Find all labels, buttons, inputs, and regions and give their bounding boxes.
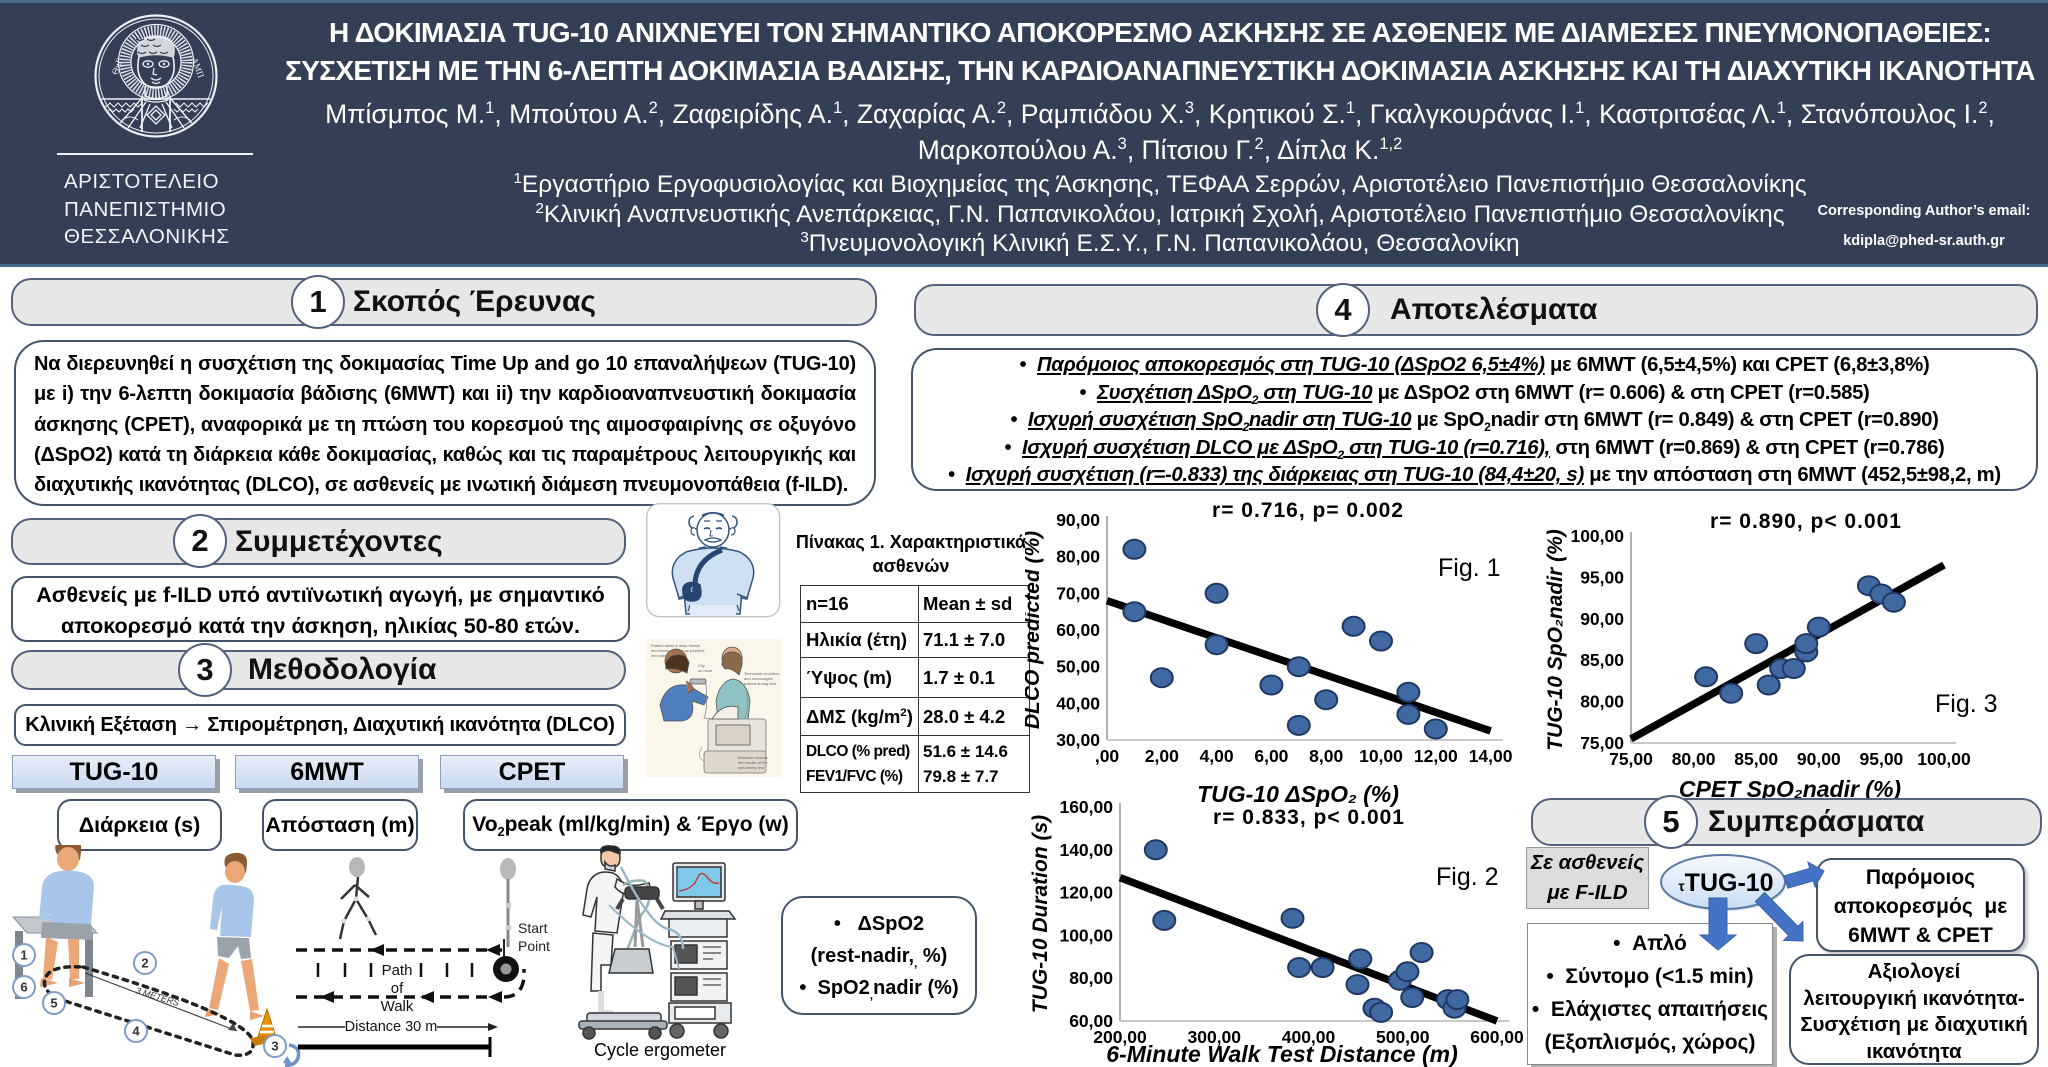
svg-text:Fig. 3: Fig. 3 xyxy=(1935,690,1998,718)
svg-text:Technician monitors: Technician monitors xyxy=(744,671,779,676)
svg-text:Fig. 2: Fig. 2 xyxy=(1436,863,1499,891)
svg-text:80,00: 80,00 xyxy=(1580,692,1624,712)
svg-text:ΑΜΠ: ΑΜΠ xyxy=(190,56,207,80)
svg-text:90,00: 90,00 xyxy=(1580,609,1624,629)
svg-text:160,00: 160,00 xyxy=(1059,797,1113,817)
svg-text:60,00: 60,00 xyxy=(1069,1011,1113,1031)
svg-text:3 METERS: 3 METERS xyxy=(134,985,180,1008)
svg-text:Start: Start xyxy=(518,920,548,936)
svg-text:600,00: 600,00 xyxy=(1470,1027,1524,1047)
svg-text:100,00: 100,00 xyxy=(1059,925,1113,945)
svg-text:3: 3 xyxy=(271,1039,278,1054)
svg-text:6,00: 6,00 xyxy=(1254,746,1288,766)
svg-text:r= 0.716, p= 0.002: r= 0.716, p= 0.002 xyxy=(1212,500,1404,522)
svg-text:TUG-10 ΔSpO₂ (%): TUG-10 ΔSpO₂ (%) xyxy=(1197,781,1399,807)
svg-text:τTUG-10: τTUG-10 xyxy=(1678,869,1773,897)
svg-text:4: 4 xyxy=(132,1024,140,1039)
svg-text:on nose: on nose xyxy=(698,668,713,673)
svg-text:Patient takes a deep breath: Patient takes a deep breath xyxy=(651,643,700,648)
svg-text:85,00: 85,00 xyxy=(1580,650,1624,670)
svg-text:Path: Path xyxy=(382,962,413,979)
svg-text:300,00: 300,00 xyxy=(1187,1027,1241,1047)
svg-text:TUG-10 SpO₂nadir (%): TUG-10 SpO₂nadir (%) xyxy=(1545,529,1567,751)
svg-text:r= 0.833, p< 0.001: r= 0.833, p< 0.001 xyxy=(1213,806,1405,829)
svg-text:Machine records: Machine records xyxy=(738,755,768,760)
svg-text:95,00: 95,00 xyxy=(1580,567,1624,587)
svg-text:r= 0.890, p< 0.001: r= 0.890, p< 0.001 xyxy=(1710,510,1902,533)
svg-text:50,00: 50,00 xyxy=(1056,657,1100,677)
svg-text:100,00: 100,00 xyxy=(1917,749,1971,769)
svg-text:patient during test: patient during test xyxy=(744,681,777,686)
svg-text:Point: Point xyxy=(518,938,550,954)
svg-text:and blows as hard as possible: and blows as hard as possible xyxy=(651,648,705,653)
svg-text:Clip: Clip xyxy=(698,663,706,668)
svg-text:10,00: 10,00 xyxy=(1359,746,1403,766)
svg-text:CPET SpO₂nadir (%): CPET SpO₂nadir (%) xyxy=(1679,776,1901,802)
svg-text:60,00: 60,00 xyxy=(1056,620,1100,640)
svg-text:5: 5 xyxy=(50,996,57,1011)
svg-text:Walk: Walk xyxy=(381,998,414,1015)
svg-text:2: 2 xyxy=(141,956,148,971)
svg-text:4,00: 4,00 xyxy=(1200,746,1234,766)
svg-text:80,00: 80,00 xyxy=(1056,547,1100,567)
svg-text:12,00: 12,00 xyxy=(1414,746,1458,766)
svg-text:of: of xyxy=(391,980,404,997)
svg-text:,00: ,00 xyxy=(1095,746,1120,766)
svg-text:500,00: 500,00 xyxy=(1376,1027,1430,1047)
svg-text:TUG-10 Duration (s): TUG-10 Duration (s) xyxy=(1030,815,1052,1013)
svg-text:into tube: into tube xyxy=(651,653,667,658)
svg-text:30,00: 30,00 xyxy=(1056,730,1100,750)
svg-text:200,00: 200,00 xyxy=(1093,1027,1147,1047)
svg-text:Fig. 1: Fig. 1 xyxy=(1438,554,1501,582)
svg-text:95,00: 95,00 xyxy=(1860,749,1904,769)
svg-text:85,00: 85,00 xyxy=(1734,749,1778,769)
svg-text:100,00: 100,00 xyxy=(1570,526,1624,546)
svg-text:1: 1 xyxy=(20,948,27,963)
svg-text:and encourages: and encourages xyxy=(744,676,773,681)
svg-text:2,00: 2,00 xyxy=(1145,746,1179,766)
svg-text:90,00: 90,00 xyxy=(1797,749,1841,769)
svg-text:120,00: 120,00 xyxy=(1059,883,1113,903)
svg-text:6-Minute Walk Test Distance (m: 6-Minute Walk Test Distance (m) xyxy=(1106,1041,1457,1067)
svg-text:spirometry test: spirometry test xyxy=(738,765,765,770)
svg-text:40,00: 40,00 xyxy=(1056,693,1100,713)
svg-text:80,00: 80,00 xyxy=(1672,749,1716,769)
svg-text:the results of the: the results of the xyxy=(738,760,768,765)
svg-text:14,00: 14,00 xyxy=(1469,746,1513,766)
svg-text:80,00: 80,00 xyxy=(1069,968,1113,988)
svg-text:75,00: 75,00 xyxy=(1580,733,1624,753)
svg-text:6: 6 xyxy=(20,980,27,995)
svg-text:400,00: 400,00 xyxy=(1282,1027,1336,1047)
svg-text:70,00: 70,00 xyxy=(1056,583,1100,603)
svg-text:Distance 30 m: Distance 30 m xyxy=(345,1019,438,1035)
svg-text:90,00: 90,00 xyxy=(1056,510,1100,530)
svg-text:8,00: 8,00 xyxy=(1309,746,1343,766)
svg-text:DLCO predicted (%): DLCO predicted (%) xyxy=(1025,531,1044,729)
svg-text:75,00: 75,00 xyxy=(1609,749,1653,769)
svg-text:140,00: 140,00 xyxy=(1059,840,1113,860)
